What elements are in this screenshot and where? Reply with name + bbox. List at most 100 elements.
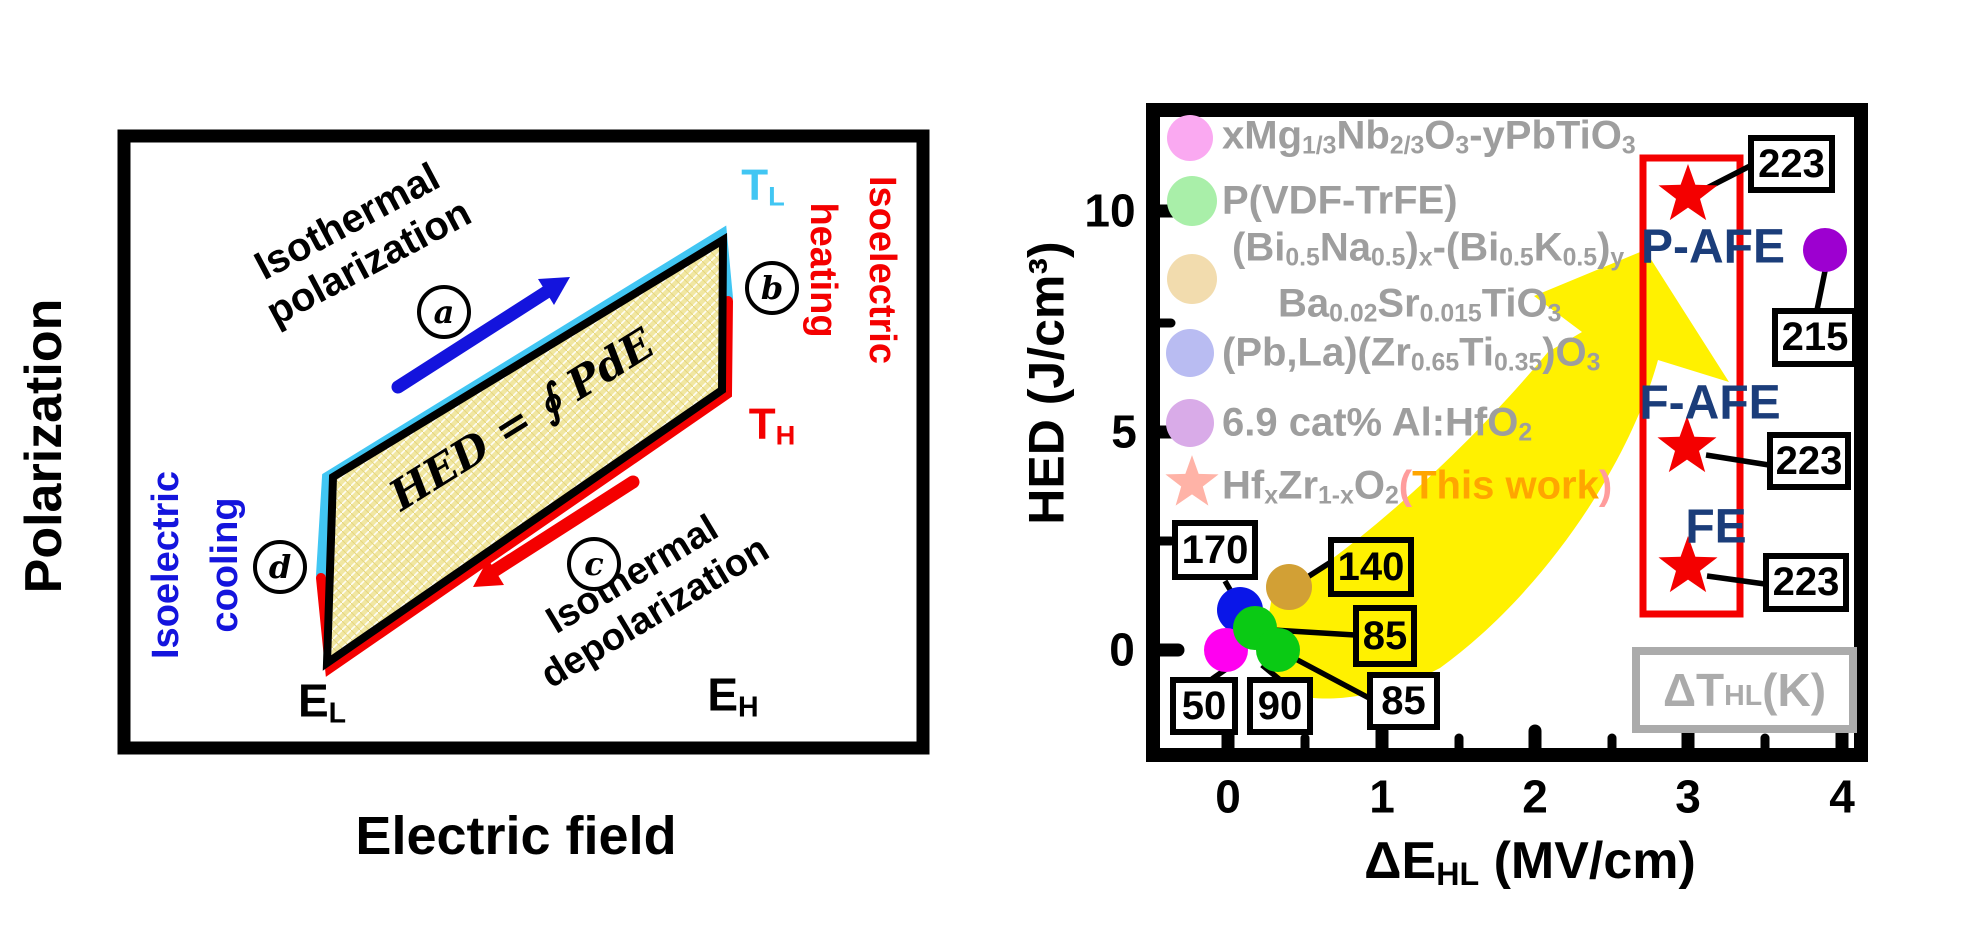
- legend-marker-plzt: [1166, 329, 1214, 377]
- callout-50: 50: [1170, 677, 1238, 735]
- dt-rest: (K): [1762, 664, 1827, 716]
- legend-sub: 0.02: [1329, 300, 1378, 328]
- legend-sub: 1/3: [1302, 132, 1337, 160]
- legend-text: (Pb,La)(Zr: [1222, 330, 1411, 375]
- trend-arrow: [1267, 250, 1729, 699]
- x-tick-label-1: 1: [1369, 770, 1395, 823]
- y-tick-label-10: 10: [1084, 184, 1136, 237]
- callout-223-f-afe: 223: [1767, 432, 1851, 490]
- step-a-badge: a: [417, 285, 471, 339]
- leader-lines: [1210, 163, 1828, 701]
- y-tick-label-0: 0: [1109, 623, 1135, 676]
- legend-sub: 0.5: [1562, 244, 1598, 272]
- legend-text: Zr: [1278, 463, 1319, 508]
- x-label-base: ΔE: [1364, 832, 1437, 891]
- point-al-hfo2: [1803, 228, 1847, 272]
- point-star-p-afe: [1658, 164, 1718, 221]
- label-line: Isoelectric: [860, 176, 903, 364]
- t-high-sub: H: [775, 419, 796, 451]
- legend-text: O: [1353, 463, 1385, 508]
- x-tick-label-2: 2: [1522, 770, 1548, 823]
- point-pvdf-2: [1256, 628, 1300, 672]
- leader-223-fafe: [1705, 452, 1770, 468]
- legend-marker-pvdf: [1167, 176, 1217, 226]
- e-low-base: E: [297, 674, 329, 727]
- legend-marker-pmn-pt: [1167, 115, 1213, 161]
- legend-item-pvdf: P(VDF-TrFE): [1222, 179, 1458, 224]
- legend-sub: 3: [1547, 300, 1562, 328]
- legend-sub: 0.5: [1370, 244, 1406, 272]
- legend-text: ): [1405, 225, 1419, 270]
- callout-140: 140: [1328, 537, 1414, 597]
- e-high-base: E: [707, 668, 739, 721]
- legend-sub: y: [1610, 244, 1625, 272]
- legend-marker-bnt: [1167, 254, 1217, 304]
- leader-223-pafe: [1705, 163, 1752, 191]
- legend-item-this-work: HfxZr1-xO2(This work): [1222, 464, 1612, 509]
- t-low-base: T: [741, 160, 769, 210]
- callout-90: 90: [1247, 677, 1313, 735]
- legend-sub: 3: [1621, 132, 1636, 160]
- e-low-sub: L: [328, 697, 347, 730]
- plot-y-axis-label: HED (J/cm³): [1018, 241, 1075, 525]
- legend-text: -yPbTiO: [1469, 113, 1622, 158]
- step-a-letter: a: [433, 293, 455, 331]
- t-low-label: TL: [741, 161, 785, 212]
- step-d-letter: d: [268, 548, 292, 586]
- e-high-label: EH: [707, 668, 759, 724]
- legend-marker-al-hfo2: [1166, 399, 1214, 447]
- arrow-isothermal-polarization-head: [538, 277, 570, 305]
- annotation-f-afe: F-AFE: [1639, 376, 1781, 430]
- legend-sub: 2: [1384, 482, 1399, 510]
- legend-item-bnt-line1: (Bi0.5Na0.5)x-(Bi0.5K0.5)y: [1232, 226, 1624, 271]
- label-line: Isoelectric: [145, 471, 188, 659]
- callout-170: 170: [1172, 520, 1258, 580]
- callout-223-p-afe: 223: [1748, 135, 1835, 193]
- x-tick-label-0: 0: [1215, 770, 1241, 823]
- label-isoelectric-heating: Isoelectric heating: [793, 176, 911, 364]
- legend-text: K: [1533, 225, 1563, 270]
- arrow-isothermal-depolarization: [487, 475, 640, 578]
- x-tick-label-4: 4: [1829, 770, 1855, 823]
- step-b-letter: b: [760, 269, 784, 307]
- callout-85-upper: 85: [1353, 605, 1417, 667]
- x-label-rest: (MV/cm): [1479, 832, 1696, 891]
- e-high-sub: H: [738, 691, 759, 724]
- annotation-p-afe: P-AFE: [1641, 220, 1785, 274]
- legend-text: TiO: [1481, 281, 1548, 326]
- t-high-label: TH: [749, 400, 796, 451]
- x-tick-label-3: 3: [1675, 770, 1701, 823]
- annotation-fe: FE: [1685, 500, 1747, 554]
- arrow-isothermal-depolarization-head: [473, 559, 504, 587]
- label-line: heating: [802, 202, 844, 338]
- callout-215: 215: [1772, 308, 1858, 367]
- legend-text: ): [1597, 225, 1611, 270]
- legend-text: Ba: [1278, 281, 1330, 326]
- legend-sub: 0.35: [1493, 349, 1543, 377]
- cycle-area-hed: [322, 232, 728, 671]
- step-d-badge: d: [253, 540, 307, 594]
- t-high-base: T: [748, 399, 776, 449]
- step-b-badge: b: [745, 261, 799, 315]
- legend-text: P(VDF-TrFE): [1222, 178, 1458, 223]
- legend-item-pmn-pt: xMg1/3Nb2/3O3-yPbTiO3: [1222, 114, 1636, 159]
- legend-text: Hf: [1222, 463, 1265, 508]
- legend-sub: 0.5: [1285, 244, 1320, 272]
- legend-text: Sr: [1377, 281, 1420, 326]
- legend-sub: 1-x: [1318, 482, 1354, 510]
- callout-85-lower: 85: [1367, 672, 1440, 730]
- point-bnt-bkt-bst: [1266, 564, 1312, 610]
- plot-frame: [1146, 103, 1868, 762]
- dt-base: ΔT: [1662, 664, 1725, 716]
- legend-text: Na: [1319, 225, 1371, 270]
- legend-sub: 3: [1455, 132, 1470, 160]
- legend-sub: x: [1418, 244, 1433, 272]
- arrow-isothermal-polarization: [391, 284, 555, 394]
- y-tick-label-5: 5: [1111, 405, 1137, 458]
- this-work-highlight-rect: [1639, 154, 1744, 618]
- label-line: cooling: [204, 497, 246, 633]
- legend-text: (Bi: [1232, 225, 1286, 270]
- legend-text: xMg: [1222, 113, 1302, 158]
